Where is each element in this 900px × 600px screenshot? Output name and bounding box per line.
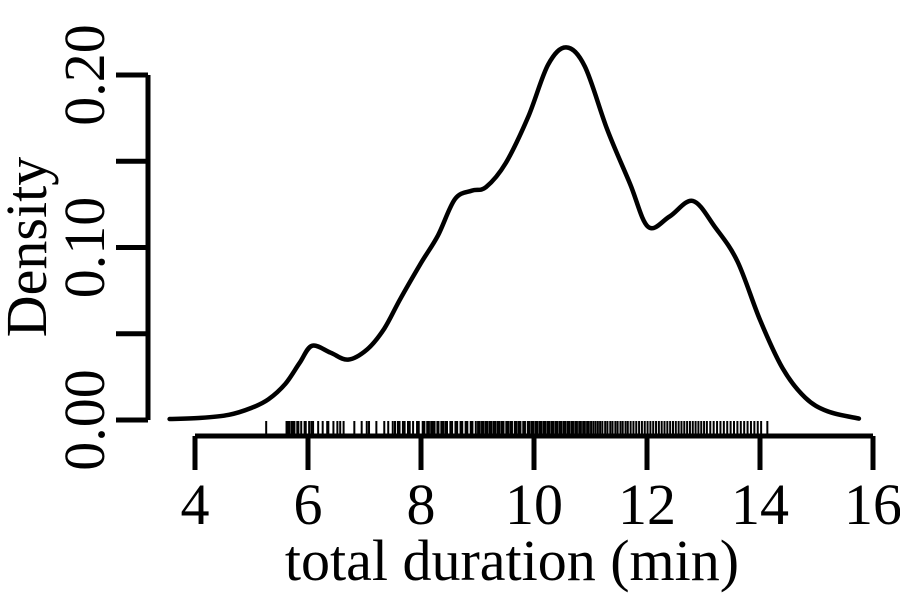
x-tick-label: 4 <box>181 472 210 537</box>
rug-marks <box>265 421 769 435</box>
x-tick-label: 12 <box>618 472 676 537</box>
x-axis-title: total duration (min) <box>285 528 739 593</box>
x-tick-label: 6 <box>294 472 323 537</box>
x-tick-label: 14 <box>731 472 789 537</box>
y-tick-label: 0.00 <box>52 369 117 471</box>
x-tick-label: 16 <box>844 472 900 537</box>
y-axis: 0.00 0.10 0.20 <box>52 24 151 471</box>
x-axis: 4 6 8 10 12 14 16 <box>181 433 900 537</box>
y-tick-label: 0.20 <box>52 24 117 126</box>
y-tick-label: 0.10 <box>52 197 117 299</box>
x-tick-label: 8 <box>407 472 436 537</box>
y-axis-title: Density <box>0 157 59 337</box>
x-tick-label: 10 <box>505 472 563 537</box>
density-curve <box>167 45 862 422</box>
